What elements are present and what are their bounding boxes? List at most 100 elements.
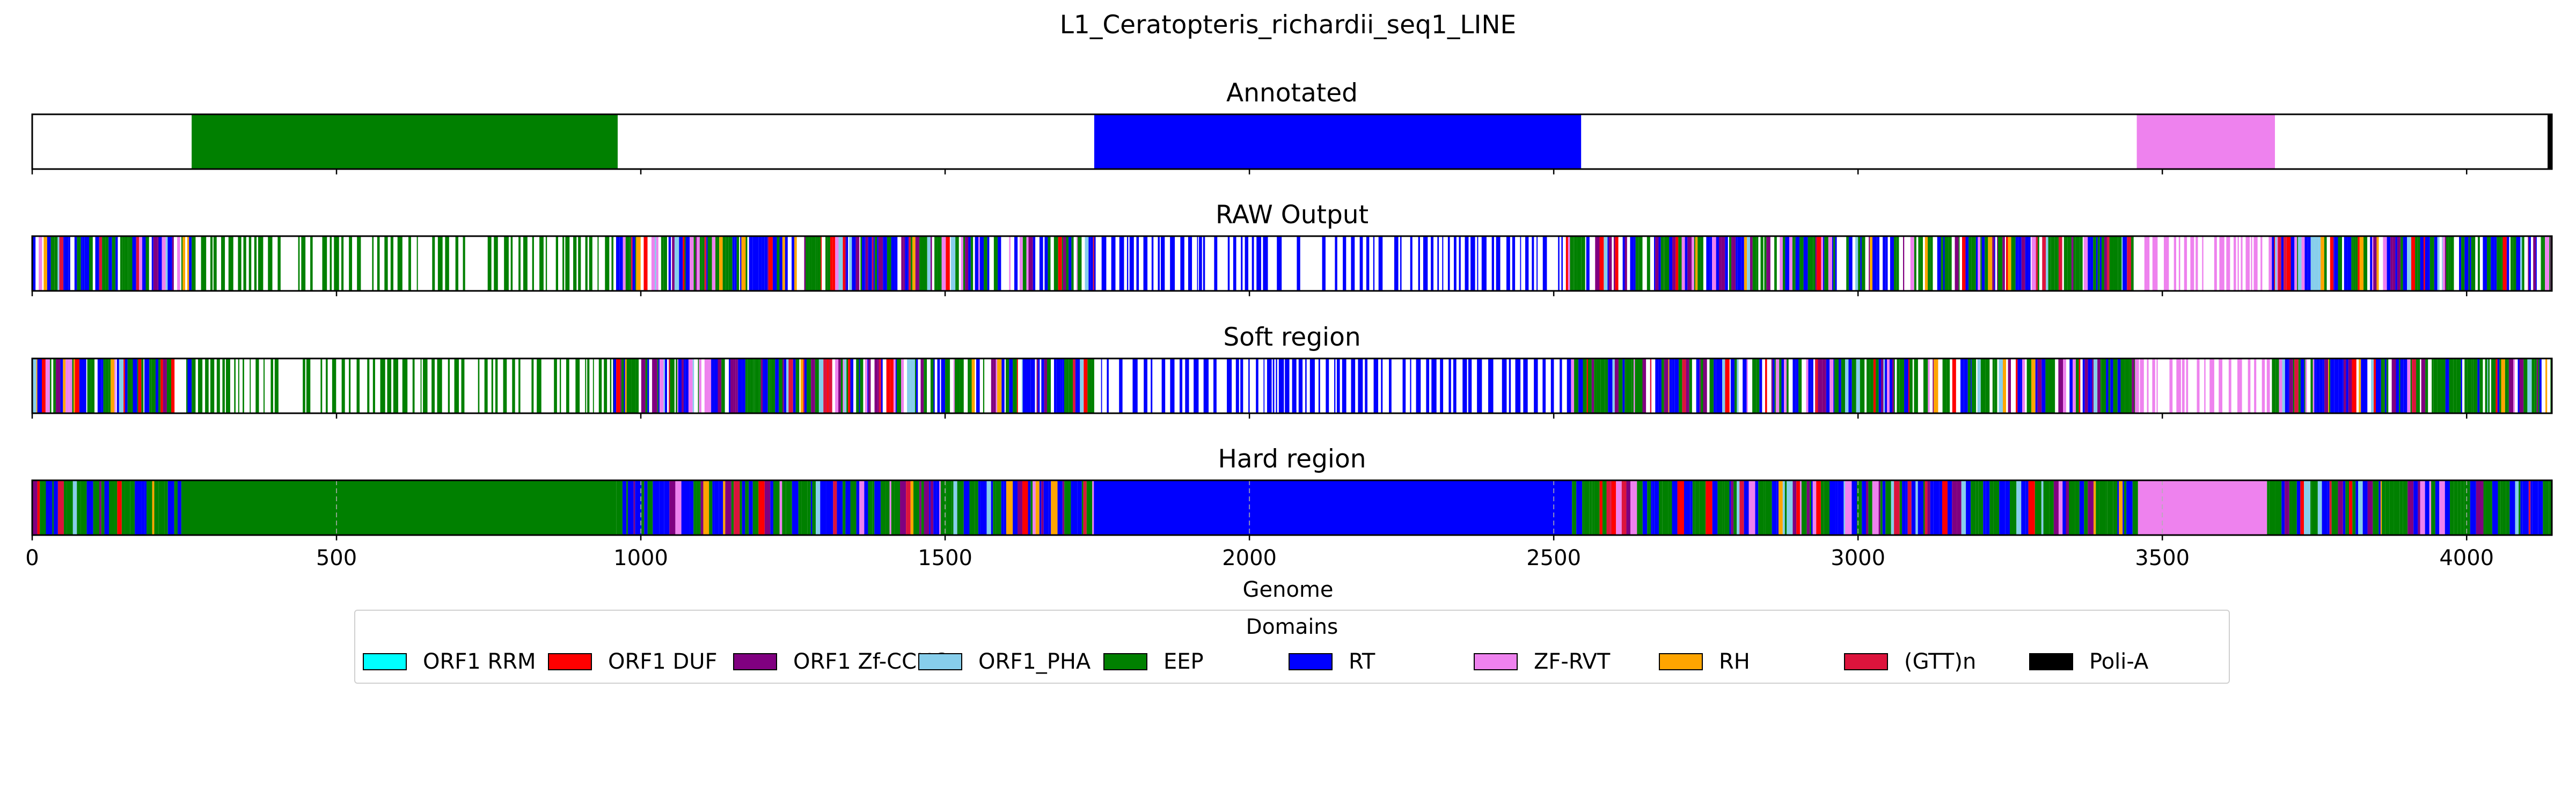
segment-eep (2389, 480, 2394, 535)
legend-label: RT (1349, 649, 1375, 674)
segment-eep (616, 480, 623, 535)
segment-zf-rvt (2253, 236, 2258, 291)
segment-zf-rvt (708, 358, 712, 413)
segment-rt (632, 236, 635, 291)
segment-eep (390, 236, 393, 291)
segment-eep (587, 358, 590, 413)
segment-rt (2413, 480, 2418, 535)
segment-rt (1697, 358, 1700, 413)
segment-eep (2099, 480, 2106, 535)
segment-eep (161, 480, 165, 535)
segment-eep (721, 358, 725, 413)
segment-rt (1622, 358, 1625, 413)
segment-rt (1755, 480, 1759, 535)
segment-eep (984, 236, 987, 291)
track-frame (31, 235, 2553, 292)
segment-rt (2434, 236, 2438, 291)
segment-rt (1188, 236, 1192, 291)
segment-zf-rvt (1821, 236, 1824, 291)
segment-rt (1453, 358, 1457, 413)
segment-rt (2344, 236, 2348, 291)
segment-eep (1635, 236, 1639, 291)
segment-eep (268, 236, 273, 291)
segment-eep (2132, 480, 2138, 535)
segment-orf1-zf-cchc (760, 358, 763, 413)
segment-eep (258, 236, 264, 291)
segment-zf-rvt (2083, 236, 2088, 291)
segment-zf-rvt (2266, 358, 2270, 413)
segment-eep (887, 236, 891, 291)
segment-rt (976, 358, 980, 413)
segment-eep (174, 480, 175, 535)
segment-zf-rvt (835, 236, 839, 291)
segment-eep (924, 358, 925, 413)
segment-zf-rvt (2209, 358, 2214, 413)
segment-rt (1560, 358, 1562, 413)
segment--gtt-n (833, 480, 837, 535)
segment-eep (1944, 236, 1949, 291)
segment-eep (1069, 358, 1073, 413)
segment-zf-rvt (2219, 236, 2224, 291)
segment-rt (792, 480, 799, 535)
segment-rt (1094, 236, 1096, 291)
segment-rt (2314, 358, 2316, 413)
segment-orf1-duf (1586, 358, 1588, 413)
segment-eep (1841, 358, 1846, 413)
segment-eep (1946, 358, 1950, 413)
segment-eep (518, 236, 521, 291)
segment-eep (2523, 358, 2528, 413)
segment-rt (1030, 358, 1035, 413)
segment-rt (1904, 358, 1909, 413)
segment-orf1-duf (2006, 236, 2008, 291)
segment-orf1-duf (683, 236, 685, 291)
segment--gtt-n (1924, 480, 1928, 535)
segment-rh (1779, 480, 1783, 535)
segment-eep (993, 480, 996, 535)
segment-eep (954, 358, 958, 413)
segment-zf-rvt (2152, 236, 2158, 291)
segment-eep (495, 358, 498, 413)
segment-rt (167, 236, 172, 291)
segment-orf1-duf (2016, 358, 2018, 413)
segment-orf1-pha (1747, 236, 1750, 291)
segment-rt (1389, 358, 1392, 413)
segment-eep (589, 236, 592, 291)
segment-orf1-pha (1737, 480, 1740, 535)
segment-eep (357, 236, 361, 291)
track-title: Hard region (1218, 444, 1366, 474)
segment-eep (1587, 358, 1592, 413)
segment-eep (937, 236, 942, 291)
segment--gtt-n (906, 480, 911, 535)
segment-eep (2498, 480, 2501, 535)
segment--gtt-n (1073, 358, 1075, 413)
segment-orf1-duf (138, 358, 142, 413)
segment-eep (1989, 480, 1994, 535)
segment-rt (2099, 236, 2102, 291)
segment-eep (693, 480, 697, 535)
segment--gtt-n (2036, 236, 2038, 291)
segment-zf-rvt (2241, 236, 2243, 291)
segment-orf1-pha (1843, 480, 1845, 535)
segment-eep (510, 236, 513, 291)
segment-eep (2048, 236, 2050, 291)
segment-rt (1060, 358, 1063, 413)
segment-eep (1605, 358, 1608, 413)
segment-rt (84, 236, 90, 291)
segment-orf1-zf-cchc (2445, 236, 2447, 291)
segment-rt (1536, 236, 1538, 291)
segment-eep (1733, 480, 1737, 535)
segment--gtt-n (136, 236, 140, 291)
segment-rt (63, 236, 65, 291)
segment-zf-rvt (1784, 358, 1787, 413)
segment-eep (2080, 236, 2083, 291)
segment-eep (356, 358, 360, 413)
segment-orf1-zf-cchc (930, 480, 934, 535)
segment-rt (864, 480, 868, 535)
segment-rt (980, 480, 987, 535)
segment-zf-rvt (996, 358, 998, 413)
segment-eep (1798, 358, 1802, 413)
segment-zf-rvt (2058, 480, 2063, 535)
segment-zf-rvt (1828, 236, 1832, 291)
segment-eep (2352, 480, 2356, 535)
segment-eep (2120, 358, 2125, 413)
